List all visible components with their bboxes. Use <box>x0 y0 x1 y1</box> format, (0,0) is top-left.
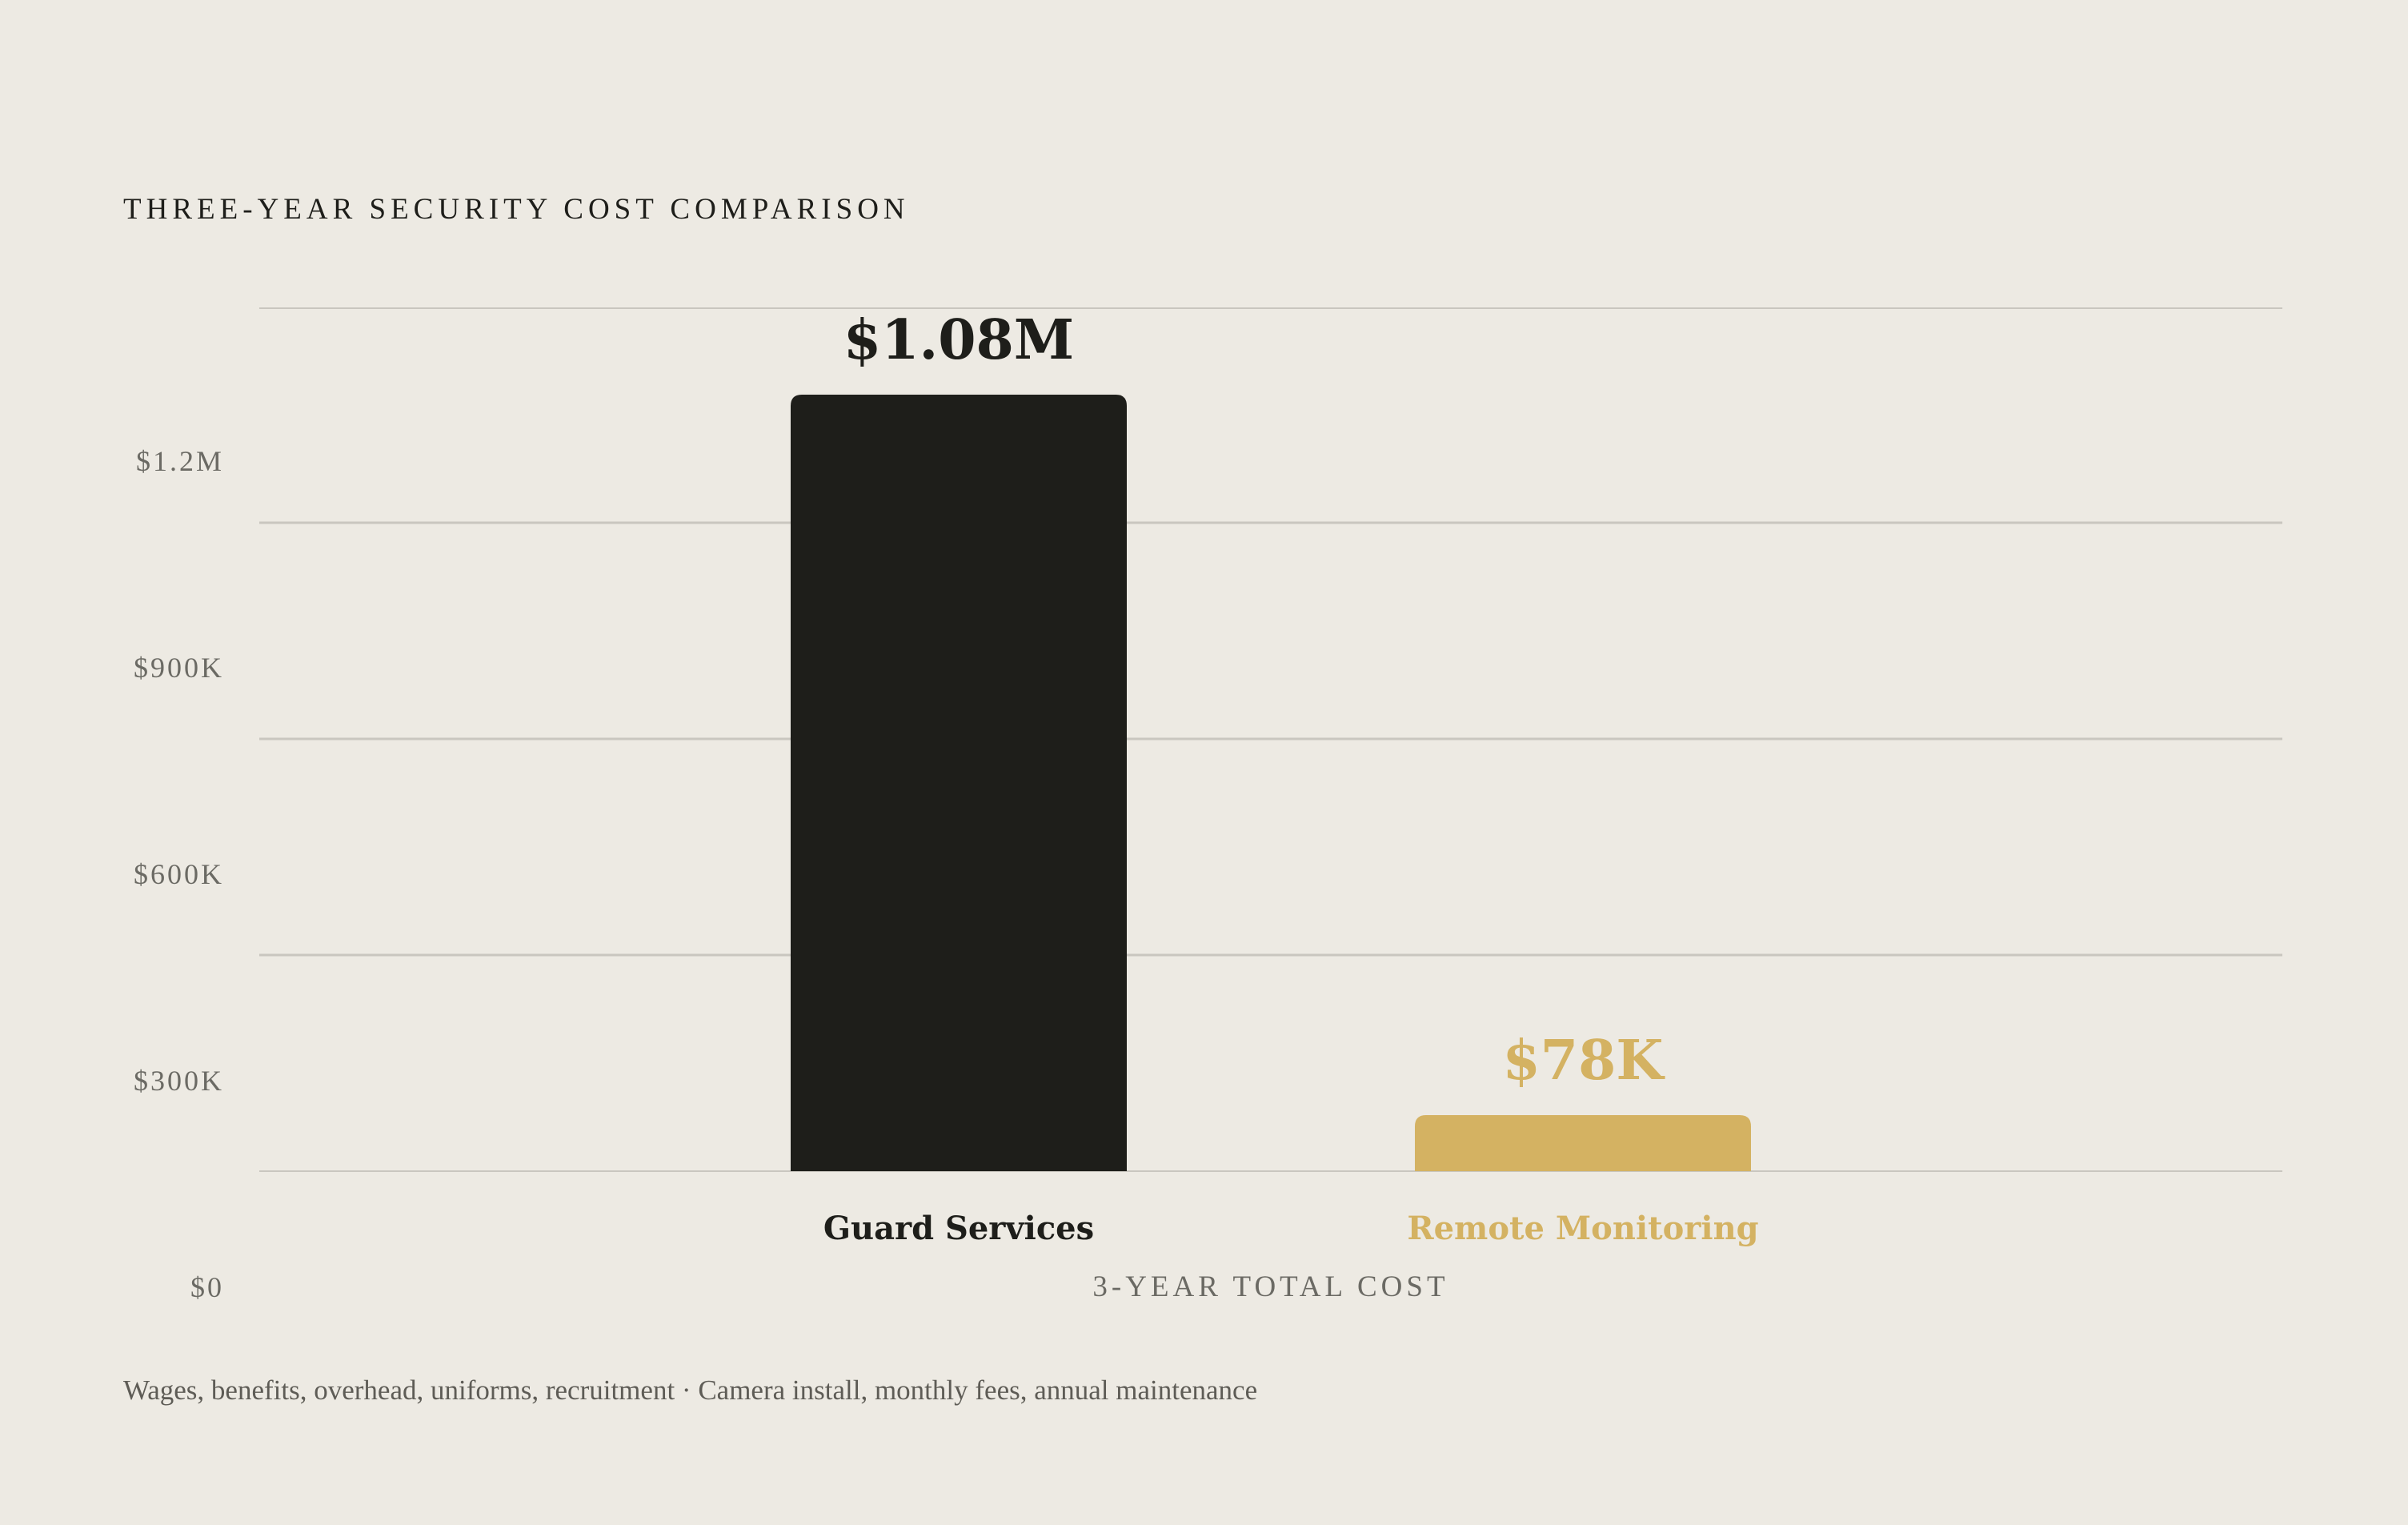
value-label: $78K <box>1502 1029 1665 1093</box>
bar-guard-services <box>791 395 1127 1171</box>
category-label: Remote Monitoring <box>1407 1210 1758 1247</box>
y-tick-label: $0 <box>190 1271 224 1303</box>
y-tick-label: $600K <box>134 858 224 890</box>
category-label: Guard Services <box>823 1210 1094 1247</box>
y-tick-label: $1.2M <box>136 445 224 477</box>
y-tick-label: $900K <box>134 652 224 684</box>
chart-title: THREE-YEAR SECURITY COST COMPARISON <box>123 193 910 226</box>
bar-remote-monitoring <box>1415 1114 1751 1171</box>
y-tick-label: $300K <box>134 1065 224 1097</box>
footnote: Wages, benefits, overhead, uniforms, rec… <box>123 1375 1258 1406</box>
value-label: $1.08M <box>843 308 1074 372</box>
x-axis-label: 3-YEAR TOTAL COST <box>1092 1270 1448 1303</box>
